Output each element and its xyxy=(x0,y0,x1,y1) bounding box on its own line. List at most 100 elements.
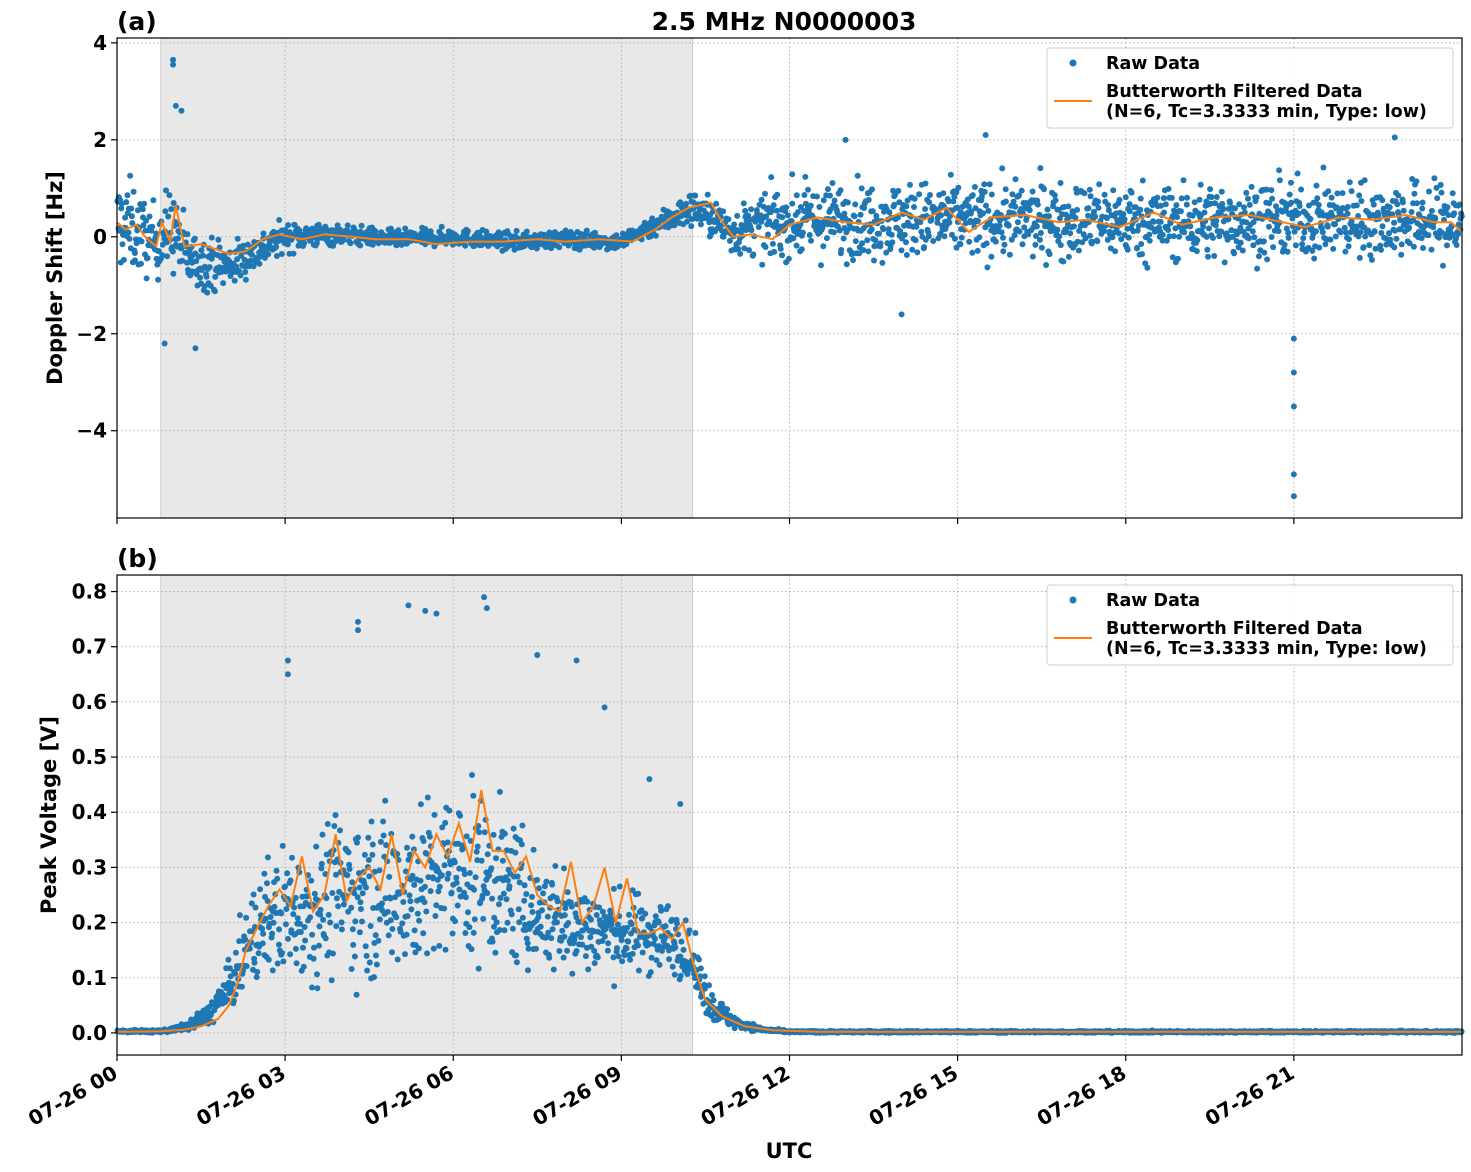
b-raw-point xyxy=(338,926,345,933)
a-raw-point xyxy=(1445,212,1452,218)
a-y-tick-label: 2 xyxy=(93,128,107,152)
a-raw-point xyxy=(1366,242,1373,249)
a-raw-point xyxy=(779,252,785,259)
b-y-tick-label: 0.3 xyxy=(72,855,107,879)
a-raw-point xyxy=(1125,234,1132,241)
b-raw-point xyxy=(562,905,569,912)
b-raw-point xyxy=(329,890,336,896)
a-raw-point xyxy=(235,267,242,274)
a-raw-point xyxy=(1046,213,1052,220)
b-raw-point xyxy=(474,843,481,850)
a-raw-outlier-point xyxy=(898,311,905,318)
a-raw-point xyxy=(1241,204,1247,211)
a-raw-point xyxy=(357,242,364,249)
b-raw-point xyxy=(582,953,589,960)
b-raw-point xyxy=(518,841,525,848)
a-raw-point xyxy=(583,227,590,234)
a-raw-point xyxy=(613,232,620,239)
a-raw-point xyxy=(149,223,156,230)
a-raw-point xyxy=(1268,234,1275,240)
b-raw-point xyxy=(534,876,541,883)
a-raw-point xyxy=(922,180,929,187)
b-raw-point xyxy=(496,901,502,908)
b-raw-point xyxy=(524,940,531,947)
a-raw-point xyxy=(1075,247,1082,254)
b-raw-point xyxy=(516,879,523,886)
a-raw-point xyxy=(927,192,933,198)
a-raw-point xyxy=(843,261,850,268)
a-raw-point xyxy=(1175,255,1181,262)
b-raw-point xyxy=(505,877,511,884)
a-raw-point xyxy=(1200,223,1207,230)
a-raw-point xyxy=(958,234,965,241)
a-raw-point xyxy=(1193,248,1200,255)
b-raw-outlier-point xyxy=(601,704,608,711)
b-raw-point xyxy=(411,881,418,888)
a-raw-point xyxy=(169,248,176,255)
a-raw-point xyxy=(372,228,379,235)
a-raw-point xyxy=(623,241,630,247)
a-raw-point xyxy=(1414,200,1420,207)
a-raw-point xyxy=(1139,251,1145,258)
b-raw-point xyxy=(454,902,461,909)
a-raw-point xyxy=(163,187,169,194)
a-raw-point xyxy=(1016,192,1022,199)
a-raw-point xyxy=(143,217,149,224)
a-raw-point xyxy=(1250,242,1257,249)
b-raw-point xyxy=(269,967,276,974)
a-raw-point xyxy=(840,235,847,242)
b-raw-point xyxy=(453,874,460,881)
panel-a-shaded-region xyxy=(160,38,693,518)
b-raw-point xyxy=(457,812,464,819)
a-raw-point xyxy=(649,215,656,222)
a-raw-point xyxy=(1451,210,1458,217)
b-raw-point xyxy=(521,882,528,889)
b-raw-point xyxy=(229,981,236,987)
a-raw-point xyxy=(1057,242,1064,249)
b-raw-point xyxy=(559,927,566,934)
a-raw-point xyxy=(165,213,172,220)
a-raw-point xyxy=(1051,192,1058,199)
a-raw-point xyxy=(303,225,310,232)
a-raw-point xyxy=(1054,226,1061,233)
a-raw-point xyxy=(1021,224,1028,231)
b-raw-point xyxy=(363,884,369,891)
b-raw-point xyxy=(225,956,232,963)
a-raw-point xyxy=(122,214,129,221)
a-raw-point xyxy=(155,276,162,283)
a-raw-point xyxy=(957,241,964,248)
b-raw-point xyxy=(427,888,434,895)
a-raw-point xyxy=(284,241,291,248)
a-raw-point xyxy=(777,245,784,252)
a-raw-point xyxy=(135,207,141,214)
b-raw-point xyxy=(363,952,370,959)
b-raw-point xyxy=(448,889,455,896)
a-raw-point xyxy=(138,260,144,267)
b-raw-point xyxy=(291,904,298,911)
a-raw-point xyxy=(231,277,238,284)
b-raw-point xyxy=(561,865,567,872)
b-raw-point xyxy=(383,842,390,849)
b-raw-point xyxy=(364,967,371,974)
b-raw-point xyxy=(319,831,326,838)
a-raw-point xyxy=(1016,228,1023,235)
a-raw-point xyxy=(562,227,569,234)
b-raw-point xyxy=(444,839,451,846)
b-raw-point xyxy=(254,968,261,975)
a-raw-point xyxy=(1216,233,1223,240)
b-raw-point xyxy=(525,945,532,952)
b-raw-point xyxy=(253,974,260,981)
b-raw-point xyxy=(285,935,291,942)
a-raw-point xyxy=(146,213,153,220)
a-raw-point xyxy=(1062,211,1069,218)
b-raw-point xyxy=(415,945,422,952)
a-raw-point xyxy=(398,241,405,248)
b-raw-point xyxy=(283,906,290,912)
a-raw-point xyxy=(1322,241,1329,248)
b-raw-point xyxy=(224,996,231,1003)
a-raw-point xyxy=(988,253,995,260)
a-raw-point xyxy=(1026,207,1033,214)
a-raw-point xyxy=(889,239,896,246)
a-raw-point xyxy=(1344,203,1351,210)
b-raw-point xyxy=(662,923,669,930)
